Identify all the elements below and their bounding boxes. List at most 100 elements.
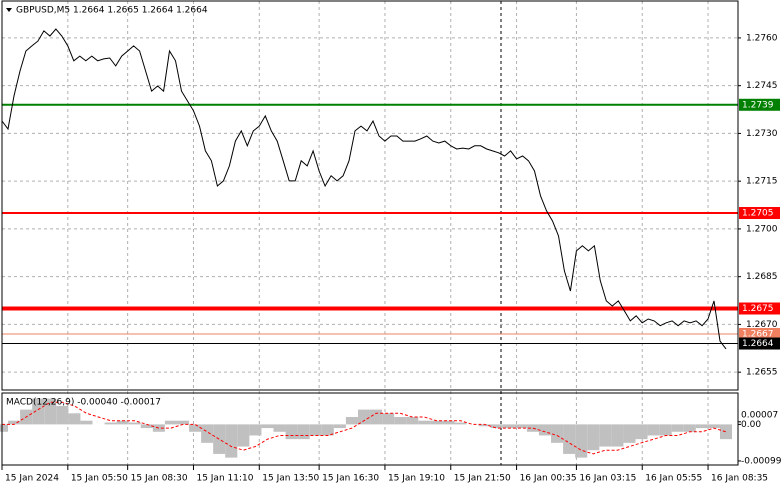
macd-bar	[333, 424, 346, 429]
level-label-box	[739, 327, 780, 340]
macd-bar	[599, 424, 612, 447]
macd-bar	[68, 413, 81, 425]
x-tick-label: 15 Jan 19:10	[388, 474, 445, 484]
x-tick-label: 16 Jan 00:35	[520, 474, 577, 484]
labels-layer: 1.2760 1.2745 1.2730 1.2715 1.2700 1.2685 1.26…	[1, 33, 781, 484]
y-tick-label: 1.2655	[746, 368, 778, 378]
macd-bar	[0, 424, 9, 432]
macd-bar	[128, 422, 141, 425]
level-label: 1.2705	[742, 209, 774, 219]
macd-bar	[683, 424, 696, 432]
title-arrow	[6, 8, 12, 12]
macd-bar	[478, 424, 491, 427]
macd-bar	[261, 424, 274, 429]
x-tick-label: 15 Jan 08:30	[131, 474, 188, 484]
y-tick-label: 1.2700	[746, 224, 778, 234]
price-frame	[1, 0, 739, 391]
chart-title: GBPUSD,M5 1.2664 1.2665 1.2664 1.2664	[16, 6, 208, 16]
macd-bar	[394, 417, 407, 425]
macd-bar	[32, 398, 45, 425]
macd-bar	[551, 424, 564, 443]
macd-bar	[611, 424, 624, 447]
macd-bar	[189, 424, 202, 432]
level-label-box	[739, 98, 780, 111]
y-tick-label: 1.2670	[746, 320, 778, 330]
macd-bar	[44, 398, 57, 425]
signal-line	[2, 401, 727, 455]
macd-bar	[8, 420, 21, 425]
macd-bar	[249, 424, 262, 436]
macd-bar	[285, 424, 298, 440]
macd-bar	[695, 424, 708, 429]
macd-bar	[623, 424, 636, 443]
macd-bar	[406, 417, 419, 425]
macd-title: MACD(12,26,9) -0.00040 -0.00017	[6, 398, 161, 408]
macd-bar	[273, 424, 286, 432]
macd-bar	[56, 405, 69, 425]
macd-bar	[490, 424, 503, 429]
macd-bar	[635, 424, 648, 440]
macd-bar	[297, 424, 310, 440]
macd-bar	[442, 420, 455, 425]
macd-bar	[309, 424, 322, 436]
macd-bar	[575, 424, 588, 458]
macd-bar	[707, 424, 720, 429]
macd-bar	[563, 424, 576, 454]
macd-bar	[237, 424, 250, 447]
level-label: 1.2739	[742, 100, 774, 110]
macd-bar	[430, 420, 443, 425]
macd-bar	[116, 420, 129, 425]
x-tick-label: 16 Jan 05:55	[645, 474, 702, 484]
macd-bar	[719, 424, 733, 440]
macd-bar	[370, 409, 383, 425]
x-tick-label: 15 Jan 16:30	[322, 474, 379, 484]
macd-bar	[647, 424, 660, 436]
macd-bar	[345, 417, 358, 425]
y-tick-label: 1.2760	[746, 33, 778, 43]
x-tick-label: 15 Jan 05:50	[71, 474, 128, 484]
macd-bar	[164, 420, 177, 425]
macd-bar	[418, 420, 431, 425]
price-line	[1, 28, 727, 350]
x-tick-label: 16 Jan 03:15	[579, 474, 636, 484]
macd-bar	[357, 409, 371, 425]
level-label: 1.2675	[742, 304, 774, 314]
y-tick-label: 1.2745	[746, 81, 778, 91]
macd-bar	[659, 424, 672, 436]
level-label: 1.2664	[742, 339, 774, 349]
y-tick-label: 0.00007	[741, 410, 778, 420]
y-tick-label: -0.00099	[741, 456, 781, 466]
x-tick-label: 15 Jan 11:10	[196, 474, 253, 484]
macd-bar	[176, 420, 190, 425]
macd-bar	[201, 424, 214, 443]
macd-bar	[225, 424, 238, 458]
x-tick-label: 15 Jan 21:50	[454, 474, 511, 484]
x-tick-label: 15 Jan 2024	[5, 474, 59, 484]
macd-bar	[382, 413, 395, 425]
macd-bar	[80, 420, 93, 425]
macd-bar	[587, 424, 600, 451]
macd-bar	[502, 424, 515, 429]
macd-bar	[538, 424, 552, 436]
level-label: 1.2667	[742, 329, 774, 339]
level-label-box	[739, 302, 780, 315]
macd-bar	[671, 424, 684, 432]
y-tick-label: 1.2685	[746, 272, 778, 282]
y-tick-label: 1.2730	[746, 129, 778, 139]
macd-bar	[104, 422, 117, 425]
macd-bar	[213, 424, 226, 454]
level-label-box	[739, 337, 780, 350]
marks-layer	[0, 28, 738, 458]
macd-bar	[454, 422, 467, 425]
macd-bar	[514, 424, 527, 429]
macd-frame	[1, 392, 739, 466]
y-tick-label: 1.2715	[746, 177, 778, 187]
macd-bar	[321, 424, 334, 436]
x-tick-label: 16 Jan 08:35	[711, 474, 768, 484]
y-tick-label: 0.00	[741, 420, 761, 430]
grid-layer	[2, 1, 738, 465]
level-label-box	[739, 207, 780, 220]
